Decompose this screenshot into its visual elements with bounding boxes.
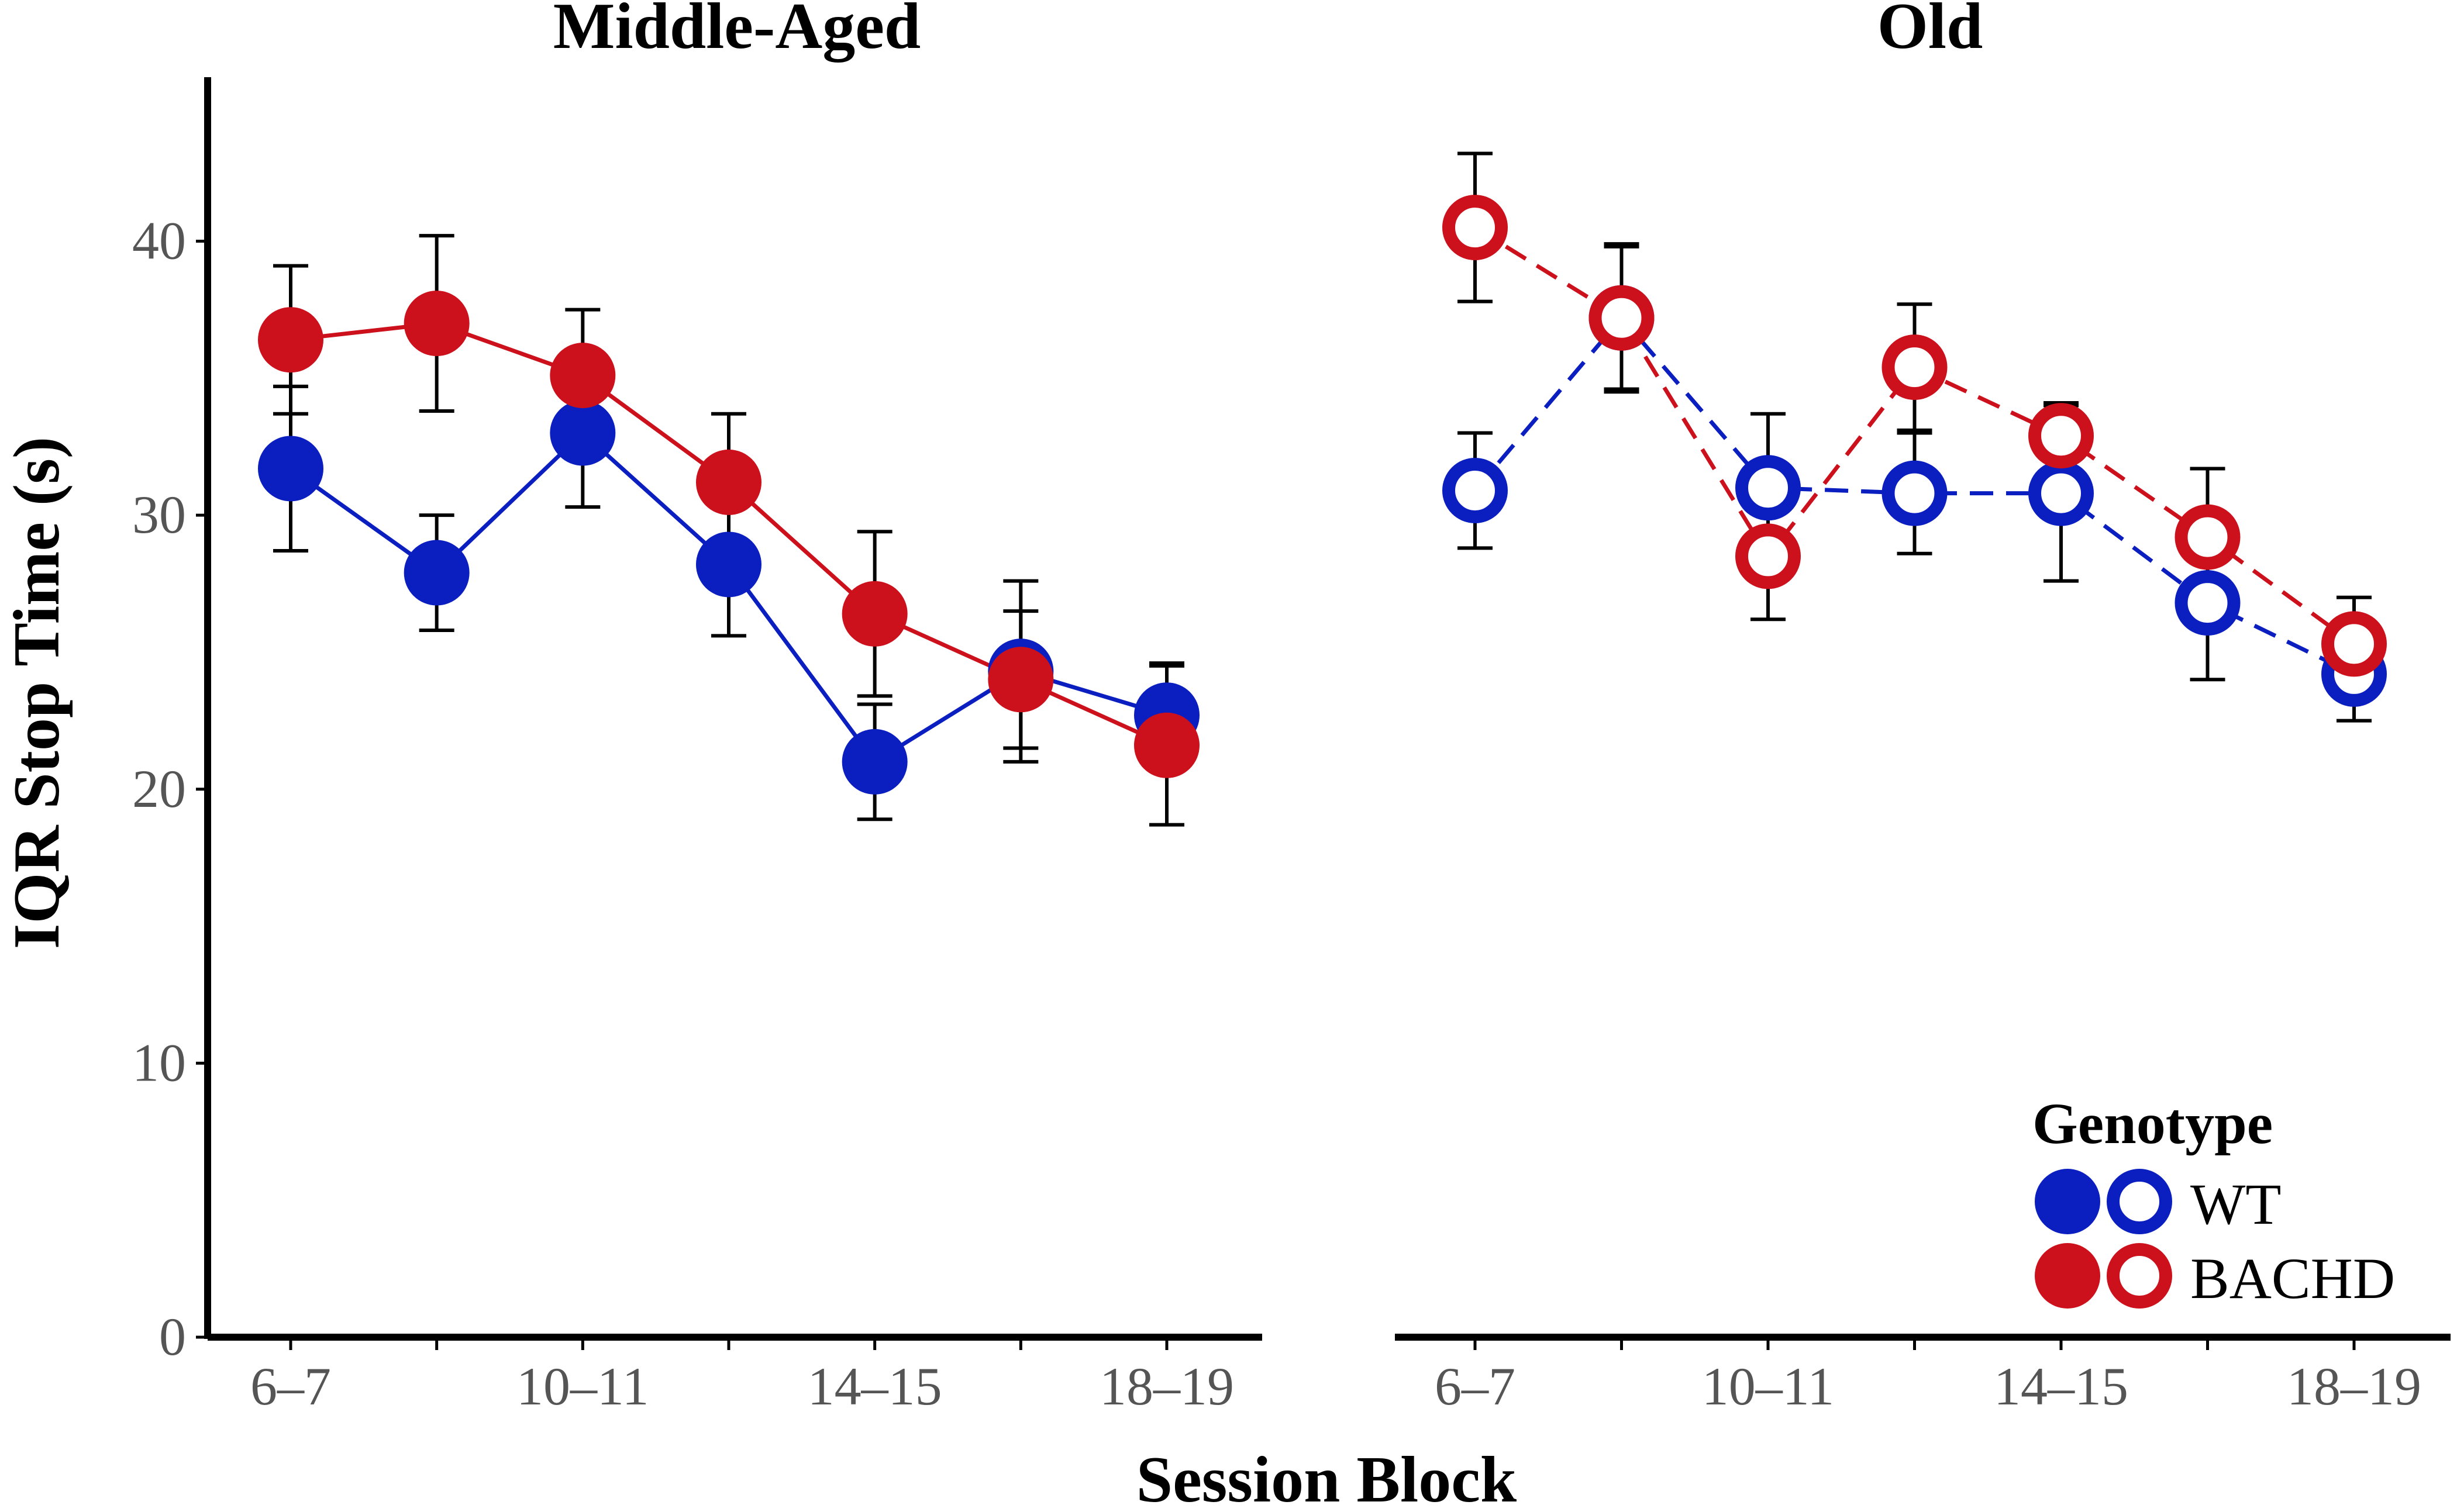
x-tick-label-old-2: 10–11	[1702, 1356, 1835, 1416]
point-old-wt-3	[1881, 460, 1948, 526]
point-middle-aged-bachd-3	[696, 449, 761, 515]
legend-marker-filled-wt	[2035, 1169, 2100, 1234]
point-old-bachd-0	[1442, 195, 1508, 261]
point-middle-aged-wt-4	[842, 729, 908, 795]
point-middle-aged-bachd-1	[404, 291, 470, 357]
legend-marker-filled-bachd	[2035, 1243, 2100, 1309]
point-middle-aged-bachd-6	[1134, 712, 1200, 778]
points-layer	[258, 195, 2387, 1309]
point-middle-aged-wt-2	[550, 400, 616, 466]
point-middle-aged-bachd-0	[258, 307, 323, 373]
x-tick-label-old-6: 18–19	[2287, 1356, 2421, 1416]
y-tick-label-40: 40	[132, 211, 186, 271]
panel-title-middle-aged: Middle-Aged	[553, 0, 921, 63]
x-axis-title: Session Block	[1136, 1444, 1517, 1509]
point-old-bachd-5	[2175, 504, 2241, 570]
x-tick-label-old-4: 14–15	[1994, 1356, 2128, 1416]
point-old-wt-0	[1442, 457, 1508, 523]
x-tick-label-middle-aged-0: 6–7	[250, 1356, 331, 1416]
point-old-wt-2	[1735, 455, 1801, 521]
point-old-bachd-6	[2321, 611, 2387, 677]
panel-title-old: Old	[1877, 0, 1983, 63]
point-middle-aged-bachd-4	[842, 581, 908, 647]
point-old-bachd-1	[1588, 285, 1655, 351]
point-old-bachd-3	[1881, 334, 1948, 401]
point-old-bachd-4	[2028, 403, 2094, 469]
point-old-wt-4	[2028, 460, 2094, 526]
legend-label-wt: WT	[2190, 1172, 2281, 1237]
point-middle-aged-bachd-2	[550, 343, 616, 409]
x-tick-label-middle-aged-4: 14–15	[808, 1356, 942, 1416]
point-middle-aged-wt-0	[258, 436, 323, 502]
y-tick-label-0: 0	[159, 1307, 186, 1366]
axes-layer	[196, 77, 2451, 1350]
y-axis-title: IQR Stop Time (s)	[1, 437, 73, 949]
point-middle-aged-wt-3	[696, 531, 761, 598]
y-tick-label-10: 10	[132, 1033, 186, 1092]
point-middle-aged-wt-1	[404, 540, 470, 606]
x-tick-label-middle-aged-6: 18–19	[1100, 1356, 1234, 1416]
point-old-wt-5	[2175, 570, 2241, 636]
legend-label-bachd: BACHD	[2190, 1246, 2395, 1311]
legend-marker-open-bachd	[2107, 1243, 2172, 1309]
point-old-bachd-2	[1735, 523, 1801, 589]
legend-marker-open-wt	[2107, 1169, 2172, 1234]
x-tick-label-middle-aged-2: 10–11	[516, 1356, 649, 1416]
y-tick-label-30: 30	[132, 485, 186, 544]
point-middle-aged-bachd-5	[988, 647, 1054, 713]
legend-title: Genotype	[2032, 1091, 2273, 1156]
x-tick-label-old-0: 6–7	[1435, 1356, 1515, 1416]
y-tick-label-20: 20	[132, 759, 186, 819]
